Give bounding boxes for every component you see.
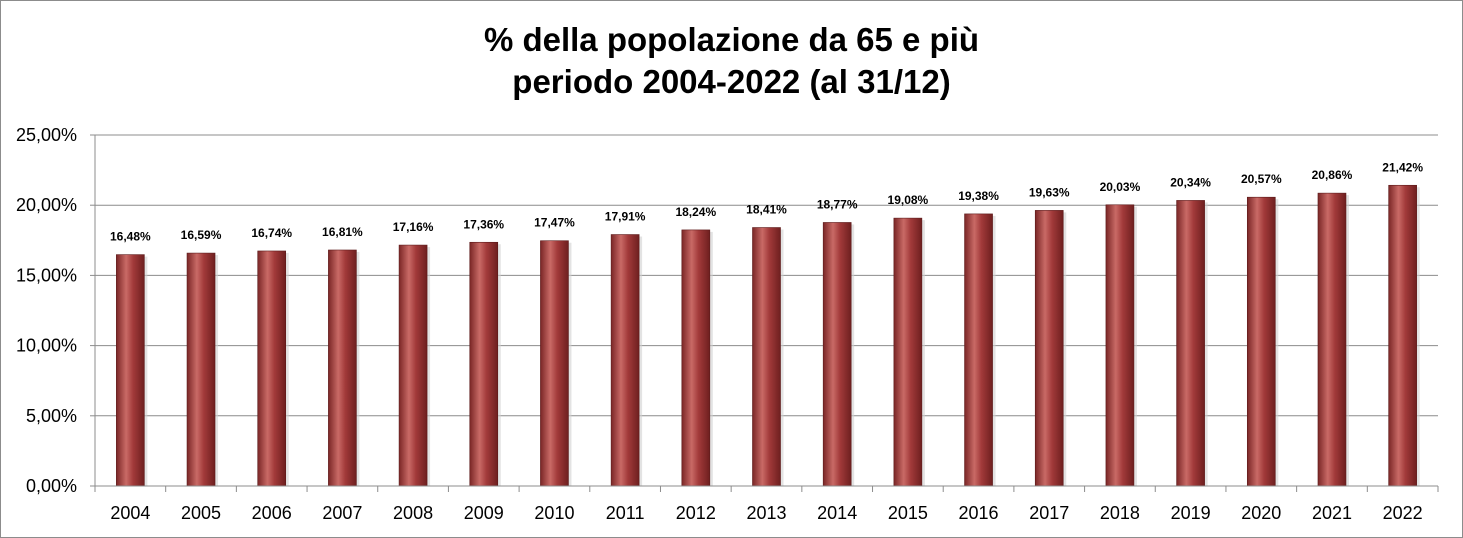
x-tick-label-2006: 2006	[252, 503, 292, 523]
chart-title-line-2: periodo 2004-2022 (al 31/12)	[512, 63, 951, 100]
bar-2007	[328, 249, 357, 487]
y-tick-label: 0,00%	[26, 476, 77, 496]
x-tick-label-2014: 2014	[817, 503, 857, 523]
x-tick-label-2013: 2013	[746, 503, 786, 523]
x-tick-label-2022: 2022	[1383, 503, 1423, 523]
x-tick-label-2010: 2010	[534, 503, 574, 523]
bar-2014	[822, 222, 852, 487]
bar-2009	[469, 241, 499, 487]
data-label-2008: 17,16%	[393, 220, 434, 234]
labels: 0,00% 5,00% 10,00% 15,00% 20,00% 25,00% 16,48%…	[16, 125, 1438, 523]
bar-2010	[540, 240, 569, 487]
x-tick-label-2017: 2017	[1029, 503, 1069, 523]
bars	[116, 184, 1420, 487]
bar-2004	[116, 254, 145, 487]
y-tick-label: 5,00%	[26, 406, 77, 426]
data-label-2010: 17,47%	[534, 216, 575, 230]
data-label-2022: 21,42%	[1382, 160, 1423, 174]
data-label-2005: 16,59%	[181, 228, 222, 242]
x-tick-label-2021: 2021	[1312, 503, 1352, 523]
bar-2013	[752, 227, 781, 487]
x-tick-label-2004: 2004	[110, 503, 150, 523]
data-label-2012: 18,24%	[675, 205, 716, 219]
bar-2020	[1246, 196, 1276, 487]
data-label-2006: 16,74%	[251, 226, 292, 240]
x-tick-label-2009: 2009	[464, 503, 504, 523]
bar-2011	[610, 234, 640, 487]
x-tick-label-2012: 2012	[676, 503, 716, 523]
bar-2022	[1388, 184, 1417, 487]
bar-2019	[1176, 200, 1205, 487]
bar-2005	[186, 252, 216, 487]
y-tick-label: 20,00%	[16, 195, 77, 215]
chart-title: % della popolazione da 65 e più periodo …	[1, 19, 1462, 103]
x-tick-label-2008: 2008	[393, 503, 433, 523]
x-tick-label-2018: 2018	[1100, 503, 1140, 523]
data-label-2017: 19,63%	[1029, 185, 1070, 199]
data-label-2011: 17,91%	[605, 210, 646, 224]
x-tick-label-2016: 2016	[959, 503, 999, 523]
data-label-2021: 20,86%	[1312, 168, 1353, 182]
x-tick-label-2011: 2011	[606, 503, 645, 523]
data-label-2009: 17,36%	[463, 217, 504, 231]
axes	[90, 134, 1439, 492]
data-label-2007: 16,81%	[322, 225, 363, 239]
data-label-2020: 20,57%	[1241, 172, 1282, 186]
y-tick-label: 15,00%	[16, 265, 77, 285]
data-label-2018: 20,03%	[1100, 180, 1141, 194]
x-tick-label-2019: 2019	[1171, 503, 1211, 523]
bar-2012	[681, 229, 711, 487]
bar-2018	[1105, 204, 1135, 487]
x-tick-label-2007: 2007	[322, 503, 362, 523]
data-label-2016: 19,38%	[958, 189, 999, 203]
x-tick-label-2020: 2020	[1241, 503, 1281, 523]
data-label-2015: 19,08%	[888, 193, 929, 207]
data-label-2013: 18,41%	[746, 203, 787, 217]
data-label-2004: 16,48%	[110, 230, 151, 244]
bar-2015	[893, 217, 923, 487]
bar-2017	[1034, 210, 1064, 487]
data-label-2014: 18,77%	[817, 197, 858, 211]
y-tick-label: 10,00%	[16, 336, 77, 356]
x-tick-label-2015: 2015	[888, 503, 928, 523]
data-label-2019: 20,34%	[1170, 175, 1211, 189]
bar-2006	[257, 250, 287, 487]
chart-title-line-1: % della popolazione da 65 e più	[483, 21, 980, 58]
bar-2008	[398, 244, 428, 487]
x-tick-label-2005: 2005	[181, 503, 221, 523]
bar-2021	[1317, 192, 1347, 487]
bar-2016	[964, 213, 993, 487]
y-tick-label: 25,00%	[16, 125, 77, 145]
